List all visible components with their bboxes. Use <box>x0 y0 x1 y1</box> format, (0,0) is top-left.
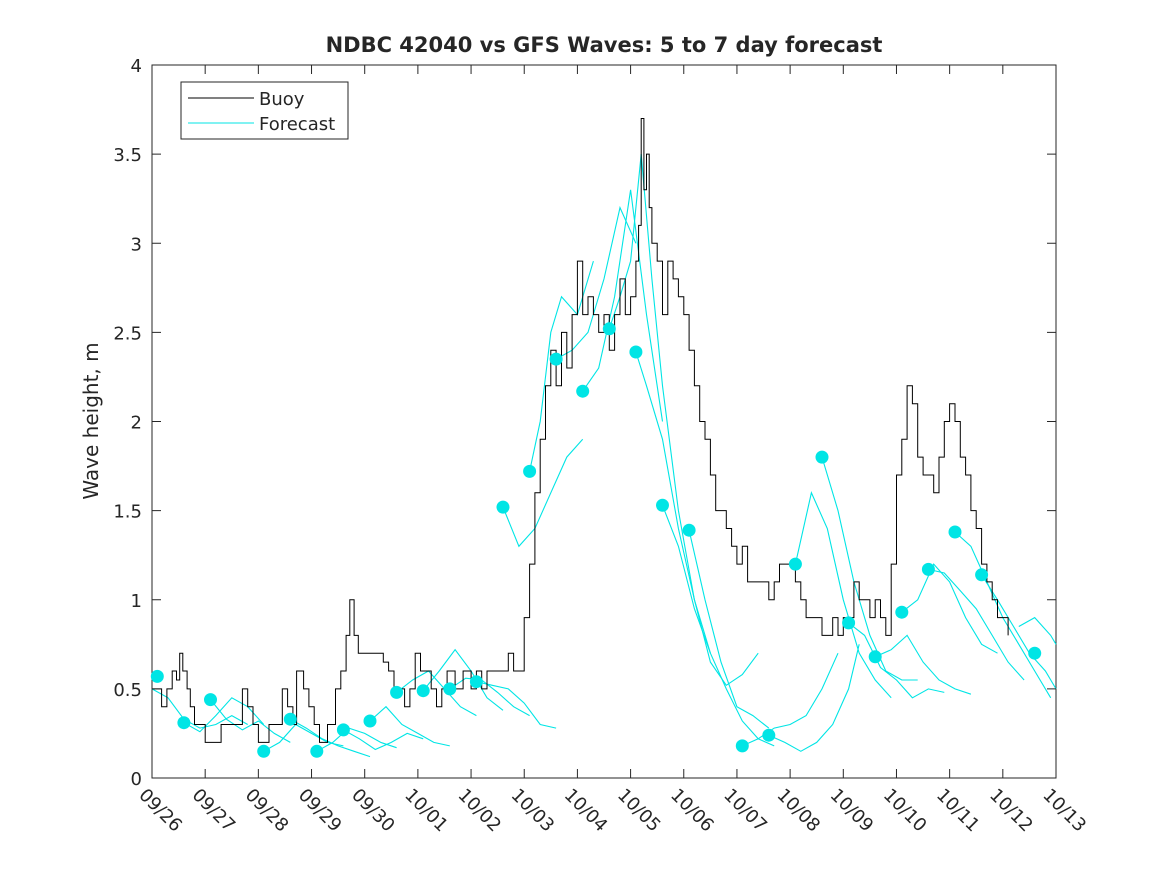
forecast-line-6 <box>343 729 424 751</box>
forecast-marker-8 <box>390 685 404 699</box>
forecast-marker-18 <box>656 498 669 512</box>
legend: Buoy Forecast <box>180 81 349 140</box>
forecast-line-12 <box>502 438 584 548</box>
forecast-marker-16 <box>602 322 616 336</box>
forecast-marker-28 <box>948 525 962 539</box>
y-axis-label: Wave height, m <box>79 342 103 499</box>
forecast-line-17 <box>635 351 759 687</box>
forecast-line-5 <box>316 727 397 752</box>
y-tick-label-5: 2.5 <box>113 323 142 344</box>
forecast-marker-1 <box>177 716 191 730</box>
y-tick-label-3: 1.5 <box>113 502 142 523</box>
y-tick-label-2: 1 <box>131 591 142 612</box>
forecast-marker-2 <box>204 693 217 707</box>
forecast-line-29 <box>981 574 1057 690</box>
forecast-marker-21 <box>762 728 776 742</box>
forecast-series-lines <box>151 154 1057 758</box>
forecast-line-1 <box>183 697 265 733</box>
forecast-line-13 <box>529 260 594 472</box>
y-tick-label-1: 0.5 <box>113 680 142 701</box>
forecast-marker-26 <box>895 605 909 619</box>
forecast-line-25 <box>874 634 972 695</box>
forecast-marker-14 <box>549 352 563 366</box>
forecast-line-3 <box>263 723 344 752</box>
axis-ticks <box>151 64 1057 779</box>
forecast-line-15 <box>582 189 664 422</box>
forecast-line-4 <box>290 718 371 758</box>
forecast-line-22 <box>794 491 892 699</box>
forecast-line-27 <box>928 568 1025 681</box>
forecast-marker-0 <box>150 669 164 683</box>
forecast-marker-15 <box>576 384 590 398</box>
forecast-line-23 <box>821 456 918 681</box>
forecast-marker-9 <box>416 684 430 698</box>
forecast-marker-7 <box>363 714 377 728</box>
forecast-series-markers <box>150 322 1042 758</box>
forecast-marker-27 <box>921 562 935 576</box>
forecast-line-18 <box>661 505 775 747</box>
forecast-line-20 <box>742 652 839 747</box>
chart-title: NDBC 42040 vs GFS Waves: 5 to 7 day fore… <box>326 33 883 57</box>
forecast-line-26 <box>901 563 998 654</box>
forecast-marker-13 <box>523 464 537 478</box>
legend-label-buoy: Buoy <box>259 89 305 110</box>
forecast-line-24 <box>848 622 945 699</box>
forecast-marker-11 <box>469 675 483 689</box>
forecast-marker-4 <box>283 712 297 726</box>
forecast-marker-20 <box>735 739 749 753</box>
forecast-marker-17 <box>629 345 643 359</box>
forecast-marker-6 <box>336 723 350 737</box>
forecast-line-9 <box>422 648 504 711</box>
buoy-series <box>152 118 1009 743</box>
y-tick-label-0: 0 <box>131 769 142 790</box>
forecast-marker-3 <box>257 744 271 758</box>
forecast-line-11 <box>476 681 557 729</box>
y-tick-label-6: 3 <box>131 234 142 255</box>
forecast-marker-10 <box>443 682 457 696</box>
forecast-line-19 <box>688 530 770 729</box>
forecast-line-14 <box>555 205 637 360</box>
forecast-line-0 <box>151 688 248 729</box>
forecast-marker-30 <box>1028 646 1042 660</box>
y-tick-label-8: 4 <box>131 56 142 77</box>
forecast-marker-5 <box>310 744 324 758</box>
buoy-line <box>152 118 1009 743</box>
forecast-marker-22 <box>788 557 802 571</box>
forecast-marker-29 <box>975 568 989 582</box>
plot-area-frame <box>151 64 1057 779</box>
forecast-marker-25 <box>868 650 882 664</box>
forecast-marker-23 <box>815 450 829 464</box>
legend-box <box>180 81 349 140</box>
forecast-line-21 <box>768 644 860 752</box>
forecast-line-16 <box>608 154 711 654</box>
y-tick-labels: 0 0.5 1 1.5 2 2.5 3 3.5 4 <box>113 56 142 790</box>
forecast-marker-24 <box>842 616 856 630</box>
y-tick-label-4: 2 <box>131 413 142 434</box>
forecast-marker-19 <box>682 523 696 537</box>
forecast-marker-12 <box>496 500 510 514</box>
forecast-line-8 <box>396 670 477 717</box>
y-tick-label-7: 3.5 <box>113 145 142 166</box>
forecast-line-2 <box>210 699 291 743</box>
legend-label-forecast: Forecast <box>259 114 335 135</box>
forecast-line-30 <box>1018 616 1057 645</box>
forecast-line-7 <box>369 705 450 747</box>
